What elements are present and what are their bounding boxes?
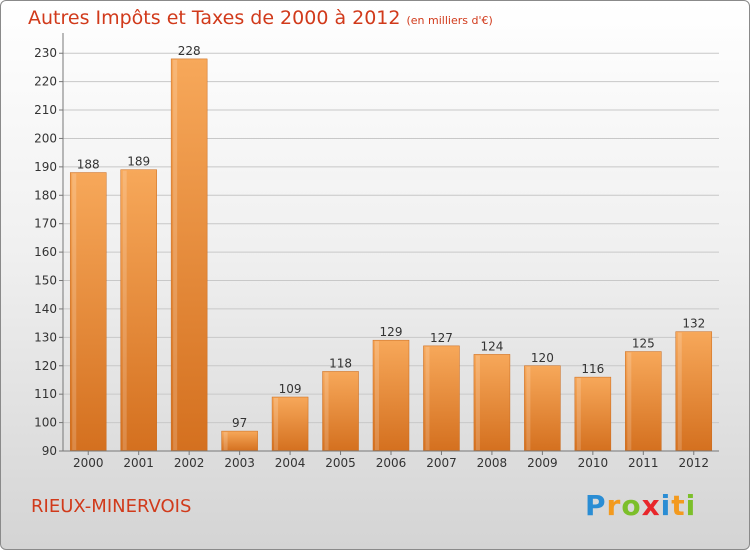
x-tick-label-2001: 2001 [123, 456, 154, 470]
logo-letter: i [660, 489, 672, 522]
data-label-2008: 124 [480, 339, 503, 353]
data-label-2000: 188 [77, 158, 100, 172]
bar-2008 [473, 354, 511, 452]
data-label-2004: 109 [279, 382, 302, 396]
data-label-2007: 127 [430, 331, 453, 345]
bar-highlight-2003 [223, 432, 228, 450]
bar-2012 [675, 331, 713, 452]
axes [59, 33, 719, 455]
bar-highlight-2000 [72, 173, 77, 450]
data-label-2003: 97 [232, 416, 247, 430]
bar-highlight-2001 [122, 170, 127, 451]
labels: 90 100 110 120 130 140 150 160 170 180 190 200 210 22… [34, 44, 709, 470]
y-tick-label-110: 110 [34, 387, 57, 401]
bar-highlight-2010 [576, 378, 581, 450]
x-tick-label-2008: 2008 [477, 456, 508, 470]
x-tick-label-2007: 2007 [426, 456, 457, 470]
y-tick-label-230: 230 [34, 46, 57, 60]
bar-2004 [271, 396, 309, 452]
title-text: Autres Impôts et Taxes de 2000 à 2012 [28, 7, 401, 29]
x-tick-label-2010: 2010 [578, 456, 609, 470]
x-tick-label-2012: 2012 [678, 456, 709, 470]
x-tick-label-2000: 2000 [73, 456, 104, 470]
data-label-2012: 132 [682, 317, 705, 331]
bar-highlight-2004 [274, 398, 279, 450]
x-tick-label-2003: 2003 [224, 456, 255, 470]
bar-highlight-2007 [425, 346, 430, 450]
bar-highlight-2002 [173, 59, 178, 451]
commune-name: RIEUX-MINERVOIS [31, 496, 192, 517]
x-tick-label-2005: 2005 [325, 456, 356, 470]
data-label-2006: 129 [380, 325, 403, 339]
y-tick-label-100: 100 [34, 416, 57, 430]
bar-2006 [372, 339, 410, 452]
y-tick-label-150: 150 [34, 274, 57, 288]
bar-highlight-2011 [627, 352, 632, 450]
x-tick-label-2004: 2004 [275, 456, 306, 470]
bars [69, 58, 713, 452]
x-tick-label-2009: 2009 [527, 456, 558, 470]
data-label-2009: 120 [531, 351, 554, 365]
bar-2005 [322, 371, 359, 452]
y-tick-label-220: 220 [34, 75, 57, 89]
x-tick-label-2006: 2006 [376, 456, 407, 470]
logo-letter: r [606, 489, 622, 522]
bar-2007 [423, 345, 460, 452]
y-tick-label-120: 120 [34, 359, 57, 373]
logo-letter: x [641, 489, 661, 522]
y-tick-label-170: 170 [34, 217, 57, 231]
data-label-2010: 116 [581, 362, 604, 376]
x-tick-label-2011: 2011 [628, 456, 659, 470]
y-tick-label-210: 210 [34, 103, 57, 117]
logo-letter: t [671, 489, 686, 522]
y-tick-label-90: 90 [42, 444, 57, 458]
logo-letter: i [685, 489, 697, 522]
chart-title: Autres Impôts et Taxes de 2000 à 2012 (en… [28, 7, 493, 29]
bar-2010 [574, 376, 612, 452]
bar-2011 [625, 351, 662, 452]
bar-2000 [69, 172, 107, 452]
data-label-2011: 125 [632, 337, 655, 351]
y-tick-label-160: 160 [34, 245, 57, 259]
bar-highlight-2012 [677, 332, 682, 450]
logo-letter: o [621, 489, 642, 522]
logo-letter: P [585, 489, 607, 522]
proxiti-logo: Proxiti [585, 489, 696, 522]
y-tick-label-180: 180 [34, 188, 57, 202]
bar-highlight-2005 [324, 372, 329, 450]
data-label-2002: 228 [178, 44, 201, 58]
y-tick-label-140: 140 [34, 302, 57, 316]
bar-highlight-2008 [475, 355, 480, 450]
bar-2001 [120, 169, 157, 452]
x-tick-label-2002: 2002 [174, 456, 205, 470]
y-tick-label-190: 190 [34, 160, 57, 174]
y-tick-label-130: 130 [34, 330, 57, 344]
chart-subtitle: (en milliers d'€) [406, 14, 493, 27]
y-tick-label-200: 200 [34, 131, 57, 145]
bar-2002 [170, 58, 208, 452]
data-label-2005: 118 [329, 356, 352, 370]
bar-highlight-2006 [375, 341, 379, 450]
bar-highlight-2009 [526, 366, 531, 450]
data-label-2001: 189 [127, 155, 150, 169]
